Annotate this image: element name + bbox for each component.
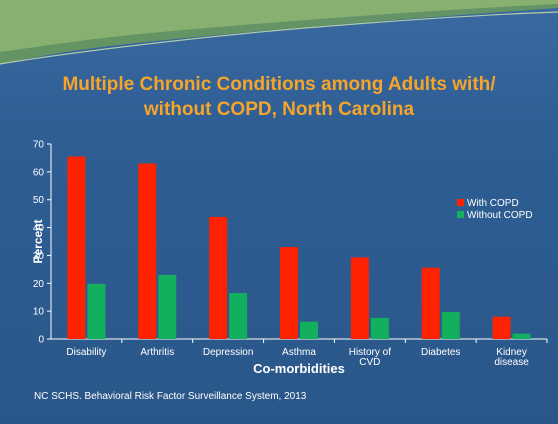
bar-without-copd bbox=[300, 321, 318, 339]
legend-label-without-copd: Without COPD bbox=[467, 210, 533, 221]
bar-without-copd bbox=[512, 333, 531, 339]
x-tick-label: Disability bbox=[66, 347, 106, 358]
y-tick-label: 60 bbox=[33, 167, 45, 178]
y-tick-label: 50 bbox=[33, 195, 45, 206]
x-tick-label: CVD bbox=[359, 357, 380, 368]
slide-title-line-2: without COPD, North Carolina bbox=[143, 99, 415, 120]
slide-title: Multiple Chronic Conditions among Adults… bbox=[30, 72, 528, 122]
legend-swatch-without-copd bbox=[457, 211, 464, 218]
bar-with-copd bbox=[492, 316, 511, 339]
x-tick-label: Arthritis bbox=[140, 347, 174, 358]
header-wave-decoration bbox=[0, 0, 558, 65]
bar-with-copd bbox=[350, 257, 369, 339]
bar-with-copd bbox=[209, 216, 228, 339]
bar-with-copd bbox=[280, 247, 298, 339]
y-tick-label: 40 bbox=[33, 223, 45, 234]
bar-with-copd bbox=[421, 267, 440, 339]
source-note: NC SCHS. Behavioral Risk Factor Surveill… bbox=[34, 391, 307, 402]
x-axis-title: Co-morbidities bbox=[253, 361, 345, 376]
x-tick-label: Diabetes bbox=[421, 347, 460, 358]
y-axis-title: Percent bbox=[31, 219, 45, 263]
legend-label-with-copd: With COPD bbox=[467, 198, 519, 209]
x-tick-label: Asthma bbox=[282, 347, 316, 358]
y-tick-label: 20 bbox=[33, 279, 45, 290]
y-tick-label: 30 bbox=[33, 251, 45, 262]
legend-swatch-with-copd bbox=[457, 199, 464, 206]
x-tick-label: History of bbox=[349, 347, 391, 358]
bar-without-copd bbox=[370, 317, 389, 339]
bar-with-copd bbox=[67, 156, 86, 339]
x-tick-label: Depression bbox=[203, 347, 254, 358]
bar-without-copd bbox=[87, 283, 106, 339]
bar-without-copd bbox=[441, 311, 460, 339]
slide-title-line-1: Multiple Chronic Conditions among Adults… bbox=[62, 74, 496, 95]
y-tick-label: 10 bbox=[33, 307, 45, 318]
bar-without-copd bbox=[158, 274, 177, 339]
y-tick-label: 0 bbox=[38, 335, 44, 346]
x-tick-label: Kidney bbox=[496, 347, 527, 358]
x-tick-label: disease bbox=[494, 357, 529, 368]
y-tick-label: 70 bbox=[33, 140, 45, 151]
bar-with-copd bbox=[138, 163, 157, 339]
bar-without-copd bbox=[229, 293, 248, 339]
